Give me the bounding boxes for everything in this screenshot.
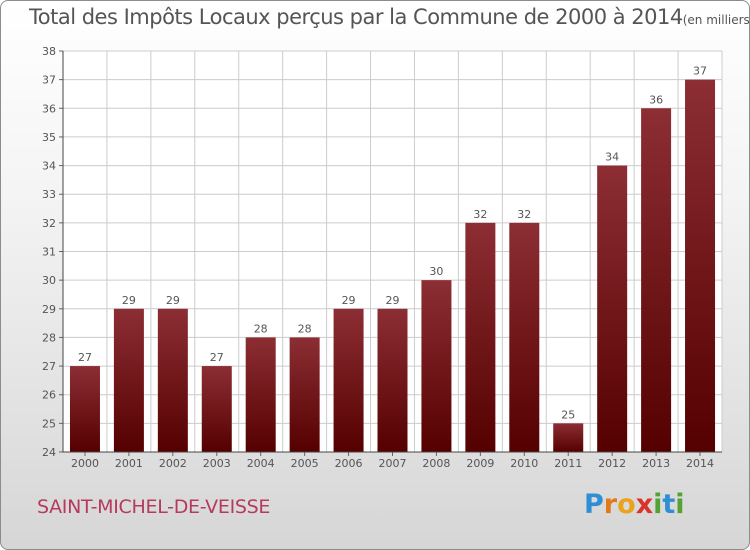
x-tick-label: 2010 (510, 457, 538, 470)
bar (421, 280, 452, 452)
x-tick-label: 2008 (422, 457, 450, 470)
bar (553, 423, 584, 452)
bar (333, 308, 364, 452)
bar (113, 308, 144, 452)
x-tick-label: 2002 (159, 457, 187, 470)
bar-value-label: 30 (429, 265, 443, 278)
x-tick-label: 2004 (247, 457, 275, 470)
bar-value-label: 32 (517, 208, 531, 221)
bar (201, 366, 232, 452)
y-tick-label: 37 (42, 74, 56, 87)
y-tick-label: 30 (42, 274, 56, 287)
bar-value-label: 36 (649, 93, 663, 106)
logo-letter: P (584, 489, 604, 520)
y-tick-label: 32 (42, 217, 56, 230)
y-tick-label: 24 (42, 446, 56, 459)
bar-value-label: 25 (561, 408, 575, 421)
proxiti-logo[interactable]: Proxiti (584, 489, 685, 520)
x-tick-label: 2000 (71, 457, 99, 470)
logo-letter: r (603, 489, 618, 520)
axes: 24 25 26 27 28 29 30 31 32 33 34 35 36 37 38 2000 2001 20… (42, 45, 722, 470)
logo-letter: i (675, 489, 685, 520)
bar (245, 337, 276, 452)
commune-name: SAINT-MICHEL-DE-VEISSE (37, 496, 271, 518)
x-tick-label: 2011 (554, 457, 582, 470)
y-tick-label: 36 (42, 102, 56, 115)
bar (377, 308, 408, 452)
y-tick-label: 31 (42, 246, 56, 259)
chart-title-unit: (en milliers d'€) (682, 13, 750, 27)
chart-title-main: Total des Impôts Locaux perçus par la Co… (29, 5, 683, 29)
x-tick-label: 2005 (291, 457, 319, 470)
bar-value-label: 29 (122, 294, 136, 307)
bar (289, 337, 320, 452)
x-tick-label: 2009 (466, 457, 494, 470)
bar-value-label: 32 (473, 208, 487, 221)
y-tick-label: 34 (42, 160, 56, 173)
y-tick-label: 26 (42, 389, 56, 402)
x-tick-label: 2013 (642, 457, 670, 470)
x-tick-label: 2006 (335, 457, 363, 470)
bars: 27 29 29 27 28 28 29 29 30 32 32 25 34 36 37 (69, 65, 716, 453)
bar (465, 222, 496, 452)
logo-letter: i (653, 489, 663, 520)
bar-value-label: 34 (605, 151, 619, 164)
y-tick-label: 35 (42, 131, 56, 144)
bar-value-label: 29 (342, 294, 356, 307)
y-tick-label: 28 (42, 331, 56, 344)
bar-value-label: 27 (210, 351, 224, 364)
x-tick-label: 2014 (686, 457, 714, 470)
y-tick-label: 33 (42, 188, 56, 201)
bar (685, 79, 716, 453)
x-tick-label: 2001 (115, 457, 143, 470)
bar (509, 222, 540, 452)
chart-title: Total des Impôts Locaux perçus par la Co… (29, 5, 750, 29)
y-tick-label: 38 (42, 45, 56, 58)
y-tick-label: 27 (42, 360, 56, 373)
bar-value-label: 28 (254, 322, 268, 335)
logo-letter: t (662, 489, 676, 520)
y-tick-label: 29 (42, 303, 56, 316)
x-tick-label: 2007 (379, 457, 407, 470)
bar (157, 308, 188, 452)
logo-letter: o (617, 489, 636, 520)
bar-value-label: 27 (78, 351, 92, 364)
x-tick-label: 2003 (203, 457, 231, 470)
bar-value-label: 29 (386, 294, 400, 307)
bar-value-label: 28 (298, 322, 312, 335)
bar (597, 165, 628, 453)
bar (69, 366, 100, 452)
bar-value-label: 29 (166, 294, 180, 307)
bar-value-label: 37 (693, 65, 707, 78)
logo-letter: x (635, 489, 654, 520)
y-tick-label: 25 (42, 417, 56, 430)
x-tick-label: 2012 (598, 457, 626, 470)
bar (641, 108, 672, 453)
